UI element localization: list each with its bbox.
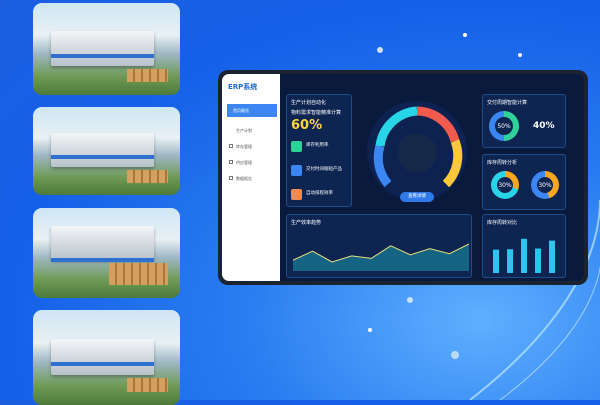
list-item: 自动排程效率 bbox=[291, 189, 343, 201]
list-item: 库存利用率 bbox=[291, 141, 343, 153]
trend-panel: 生产效率趋势 bbox=[286, 214, 472, 278]
details-button[interactable]: 查看详情 bbox=[400, 192, 434, 202]
trend-chart bbox=[293, 243, 469, 271]
bar-chart bbox=[493, 238, 555, 273]
tablet-device: ERP系统 首页概览 生产计划 库存管理 供应管理 数据报告 生产计划自动化 物… bbox=[218, 70, 588, 285]
list-item: 交付时间缩短产品 bbox=[291, 165, 343, 177]
gauge: 查看详情 bbox=[358, 96, 476, 206]
inventory-donut-1: 30% bbox=[491, 171, 519, 199]
app-logo: ERP系统 bbox=[228, 83, 258, 91]
bars-panel: 库存周转对比 bbox=[482, 214, 566, 278]
bar bbox=[549, 240, 555, 273]
report-icon bbox=[229, 176, 233, 180]
bar bbox=[493, 249, 499, 273]
dashboard-screen: ERP系统 首页概览 生产计划 库存管理 供应管理 数据报告 生产计划自动化 物… bbox=[222, 74, 584, 281]
sidebar: ERP系统 首页概览 生产计划 库存管理 供应管理 数据报告 bbox=[222, 74, 280, 281]
production-percent: 60% bbox=[291, 118, 323, 133]
trend-area bbox=[293, 244, 469, 271]
inventory-panel: 库存周转分析 30% 30% bbox=[482, 154, 566, 210]
delivery-panel: 交付周期智能计算 50% 40% bbox=[482, 94, 566, 148]
delivery-percent: 40% bbox=[533, 121, 555, 131]
sidebar-item-overview[interactable]: 首页概览 bbox=[227, 104, 277, 117]
factory-photo-4 bbox=[33, 310, 180, 405]
factory-photo-2 bbox=[33, 107, 180, 195]
inventory-donut-2: 30% bbox=[531, 171, 559, 199]
box-icon bbox=[229, 144, 233, 148]
sidebar-item-inventory[interactable]: 库存管理 bbox=[227, 140, 277, 153]
trend-line bbox=[293, 243, 469, 263]
gear-icon bbox=[229, 160, 233, 164]
production-panel: 生产计划自动化 物料需求智能精准计算 60% 库存利用率 交付时间缩短产品 自动… bbox=[286, 94, 352, 207]
delivery-donut: 50% bbox=[489, 111, 519, 141]
bar bbox=[535, 248, 541, 273]
factory-photo-3 bbox=[33, 208, 180, 298]
bar bbox=[521, 238, 527, 273]
bar bbox=[507, 249, 513, 273]
factory-photo-1 bbox=[33, 3, 180, 95]
sidebar-item-reports[interactable]: 数据报告 bbox=[227, 172, 277, 185]
sidebar-item-plan[interactable]: 生产计划 bbox=[236, 128, 252, 133]
sidebar-item-supply[interactable]: 供应管理 bbox=[227, 156, 277, 169]
